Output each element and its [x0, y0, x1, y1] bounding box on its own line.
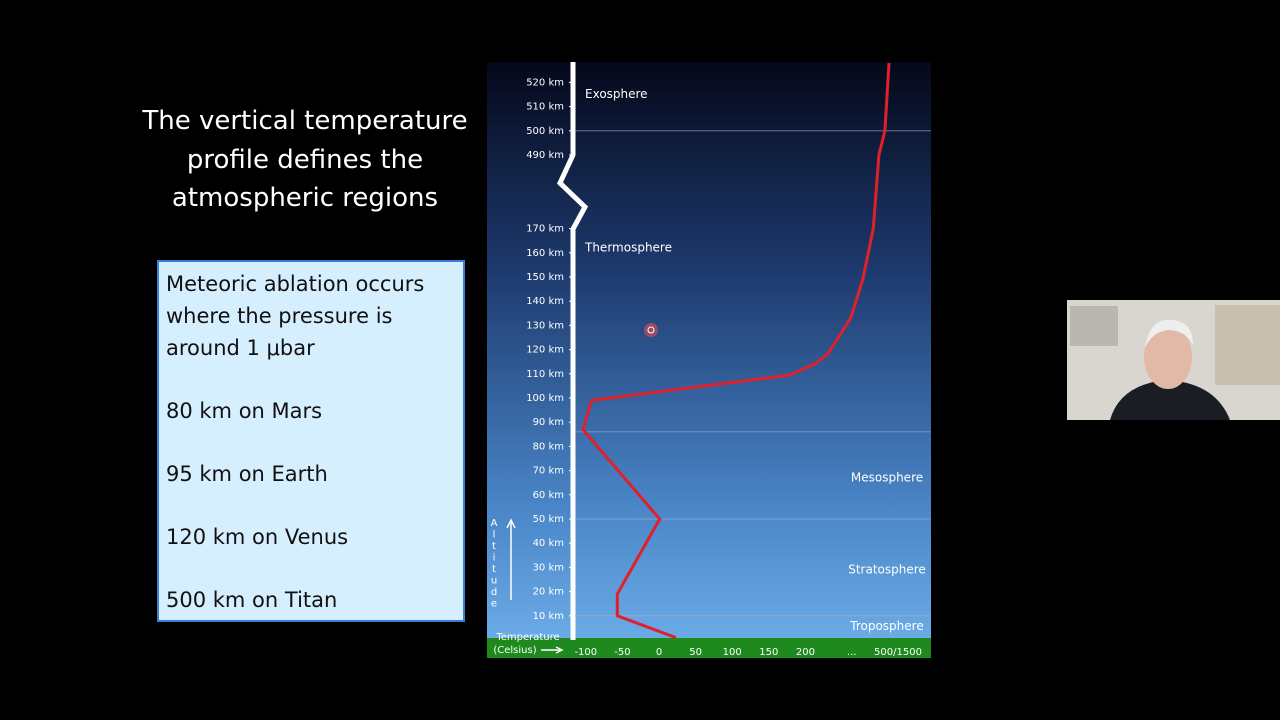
pointer [647, 326, 655, 334]
box-line: Meteoric ablation occurs [166, 272, 425, 296]
arrow-head [506, 518, 516, 529]
y-tick-label: 510 km [526, 102, 564, 113]
webcam-person [1144, 325, 1192, 389]
webcam-background [1070, 306, 1118, 346]
region-label: Troposphere [849, 619, 923, 633]
x-tick-label: ... [847, 647, 857, 658]
y-tick-label: 150 km [526, 272, 564, 283]
x-label: Temperature [495, 632, 559, 643]
y-tick-label: 30 km [533, 562, 564, 573]
y-label-letter: u [491, 576, 497, 587]
arrow-head [555, 646, 564, 654]
y-tick-label: 500 km [526, 126, 564, 137]
slide-title: The vertical temperature profile defines… [120, 102, 490, 218]
region-label: Mesosphere [851, 470, 923, 484]
x-tick-label: -100 [574, 647, 597, 658]
region-label: Stratosphere [848, 562, 926, 576]
y-label-letter: l [493, 530, 496, 541]
x-tick-label: 500/1500 [874, 647, 922, 658]
box-line: 80 km on Mars [166, 399, 323, 423]
y-label-letter: t [492, 564, 496, 575]
box-line: around 1 μbar [166, 336, 315, 360]
chart-background [487, 62, 931, 658]
title-line: profile defines the [186, 144, 424, 175]
y-tick-label: 160 km [526, 248, 564, 259]
box-line: where the pressure is [166, 304, 393, 328]
title-line: atmospheric regions [171, 183, 439, 213]
x-tick-label: 150 [759, 647, 778, 658]
y-tick-label: 490 km [526, 150, 564, 161]
y-tick-label: 120 km [526, 345, 564, 356]
y-tick-label: 110 km [526, 369, 564, 380]
text-box: Meteoric ablation occurs where the press… [157, 260, 465, 622]
x-tick-label: 0 [656, 647, 662, 658]
box-line: 500 km on Titan [166, 588, 338, 612]
x-label: (Celsius) [493, 645, 536, 656]
pointer [644, 323, 658, 337]
x-tick-label: 100 [723, 647, 742, 658]
y-tick-label: 50 km [533, 514, 564, 525]
y-tick-label: 60 km [533, 490, 564, 501]
y-tick-label: 100 km [526, 393, 564, 404]
y-tick-label: 170 km [526, 224, 564, 235]
box-line: 120 km on Venus [166, 525, 349, 549]
webcam-person [1145, 319, 1193, 348]
webcam-person [1110, 380, 1230, 420]
y-label-letter: i [493, 553, 496, 564]
webcam [1067, 300, 1280, 420]
x-tick-label: -50 [614, 647, 630, 658]
y-tick-label: 40 km [533, 538, 564, 549]
y-label-letter: t [492, 541, 496, 552]
y-label-letter: d [491, 587, 497, 598]
y-label-letter: A [491, 518, 498, 529]
webcam-background [1215, 305, 1280, 385]
y-tick-label: 80 km [533, 441, 564, 452]
y-tick-label: 20 km [533, 587, 564, 598]
title-line: The vertical temperature [142, 106, 468, 136]
box-line: 95 km on Earth [166, 462, 328, 486]
region-label: Exosphere [585, 87, 648, 101]
y-tick-label: 90 km [533, 417, 564, 428]
x-tick-label: 50 [689, 647, 702, 658]
y-tick-label: 70 km [533, 466, 564, 477]
y-label-letter: e [491, 599, 497, 610]
x-tick-label: 200 [796, 647, 815, 658]
y-tick-label: 10 km [533, 611, 564, 622]
y-tick-label: 520 km [526, 77, 564, 88]
ground [487, 638, 931, 658]
temperature-curve [581, 62, 891, 640]
altitude-axis [556, 62, 589, 640]
region-label: Thermosphere [584, 240, 672, 254]
y-tick-label: 130 km [526, 320, 564, 331]
y-tick-label: 140 km [526, 296, 564, 307]
